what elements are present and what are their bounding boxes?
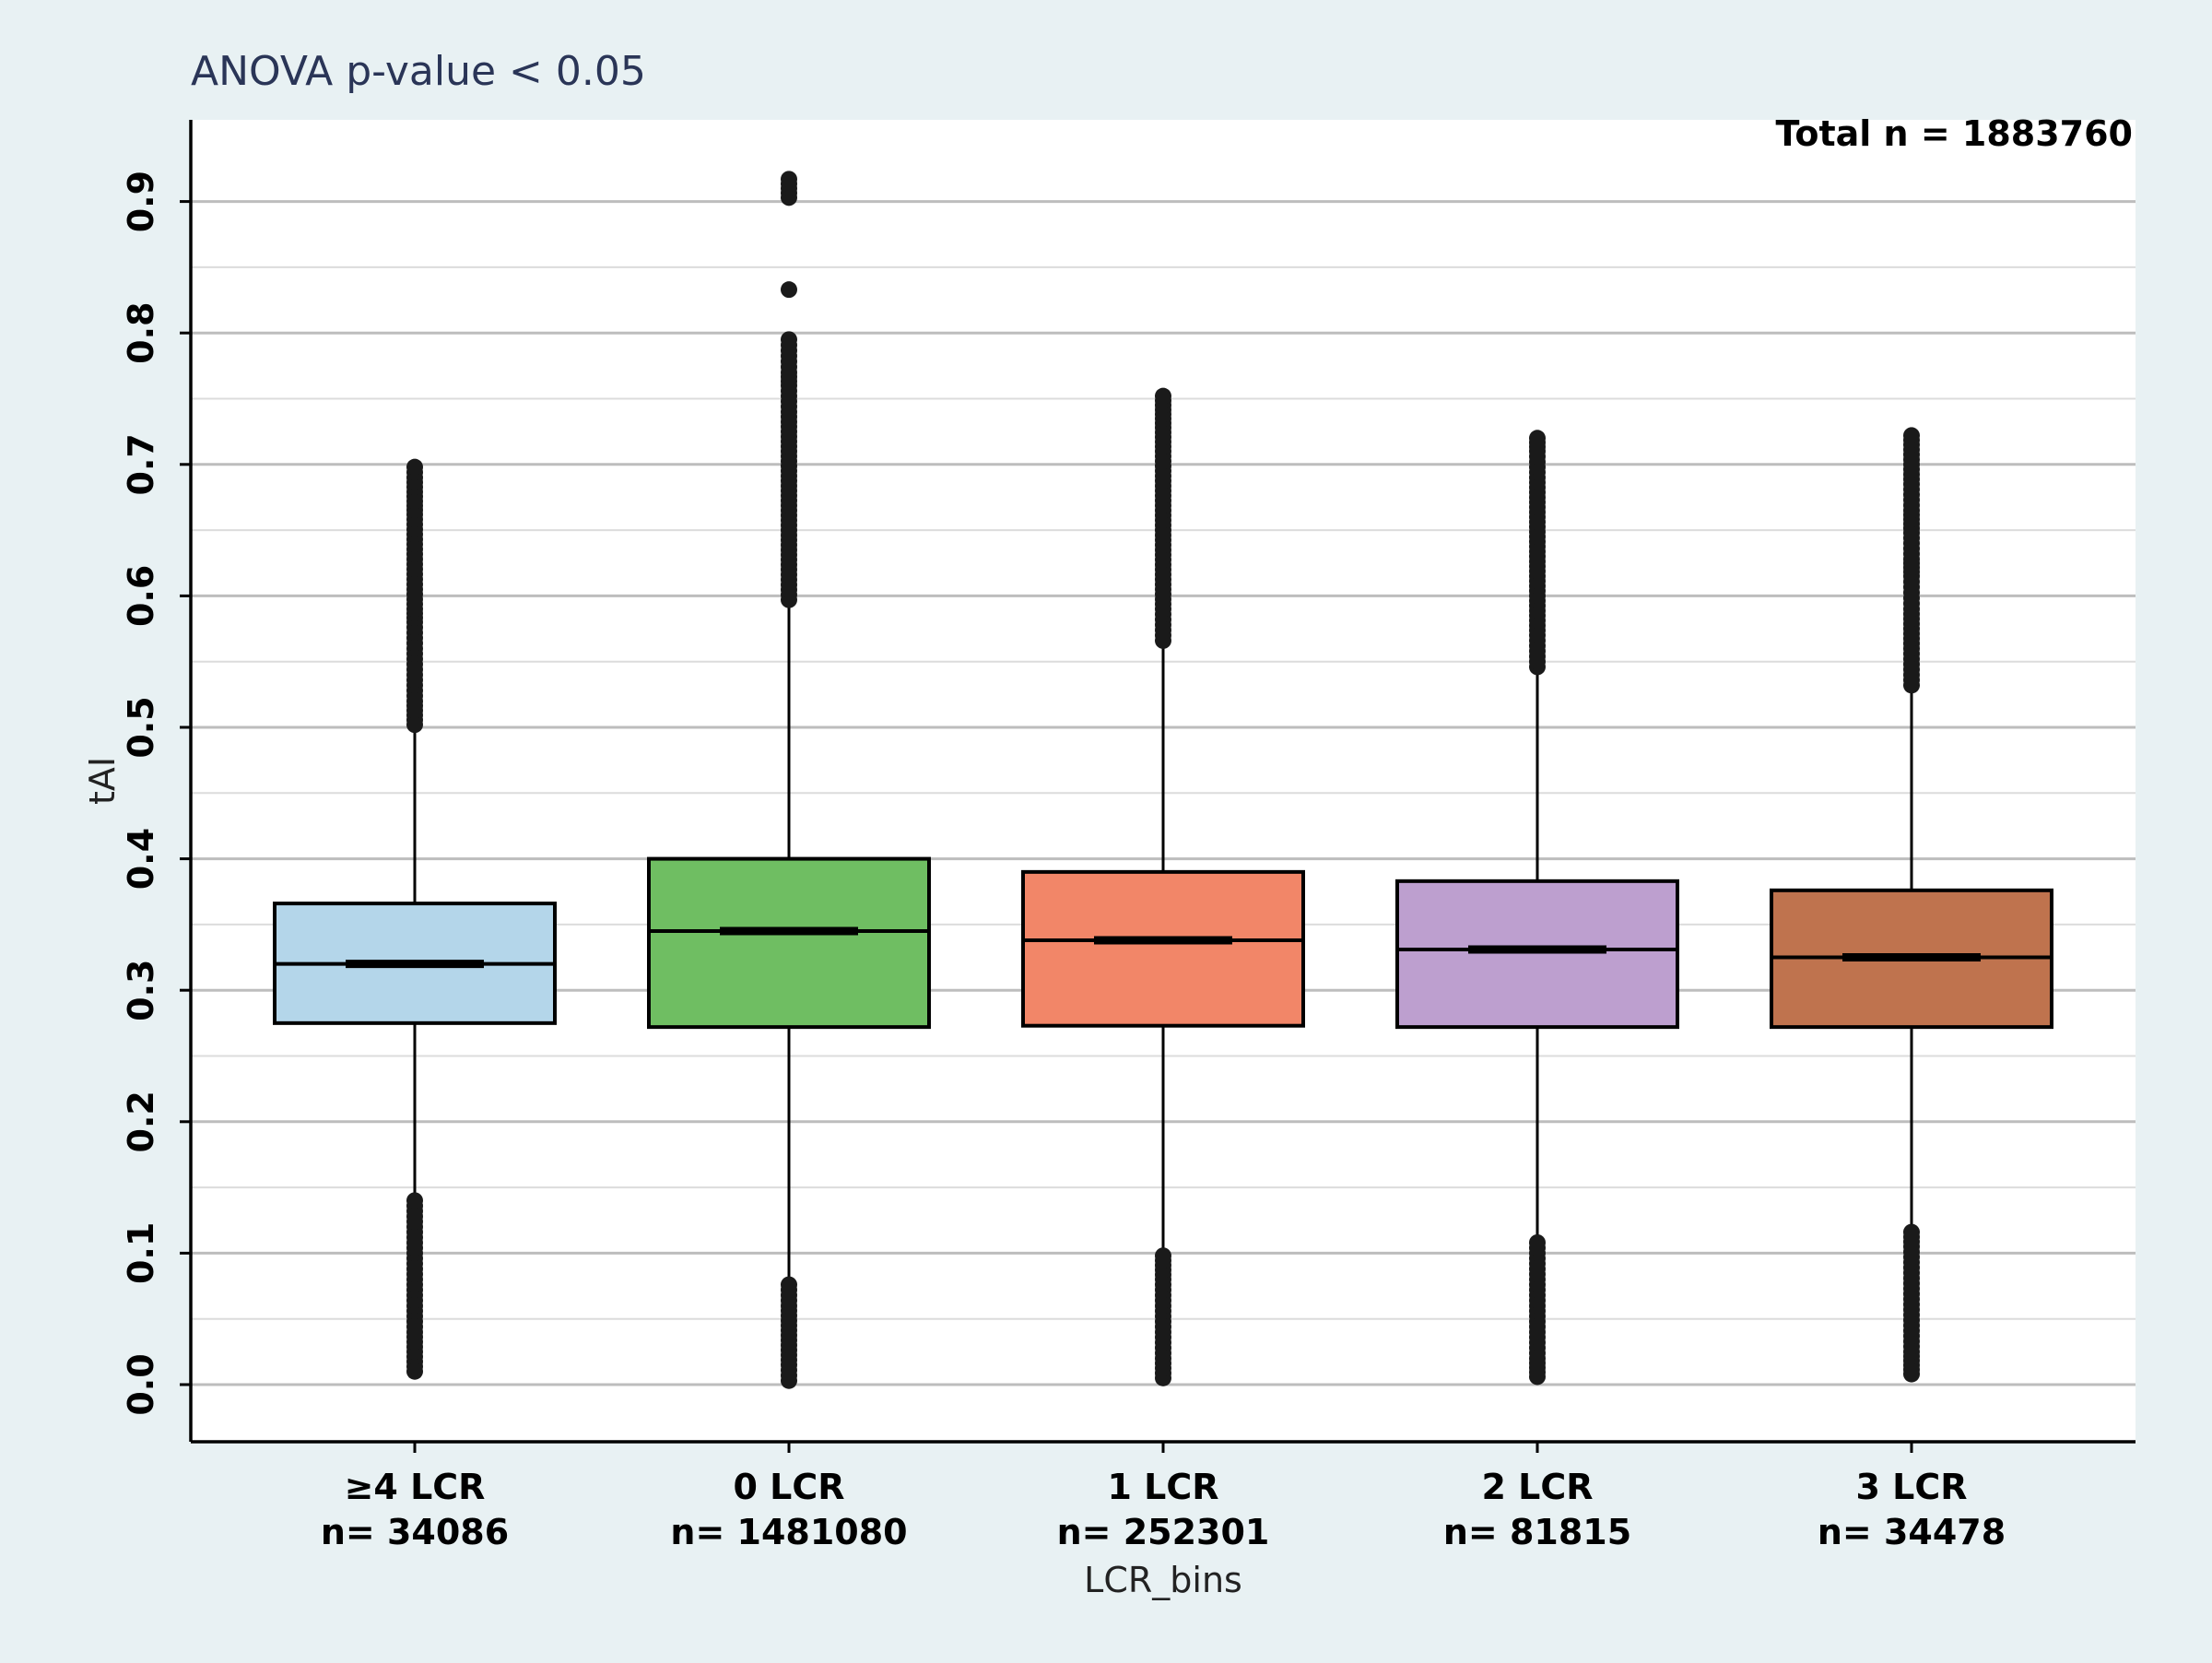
outlier-point [1903,1223,1920,1241]
x-tick-label: 1 LCR [1107,1467,1218,1507]
x-axis-label: LCR_bins [1084,1560,1242,1600]
outlier-point [781,331,797,348]
x-tick-label: 3 LCR [1855,1467,1967,1507]
boxes [273,171,2053,1389]
box-group [273,458,557,1380]
x-tick-n-label: n= 34086 [321,1512,509,1552]
y-tick-label: 0.6 [121,565,161,627]
x-tick-n-label: n= 252301 [1057,1512,1270,1552]
outlier-point [1155,387,1171,405]
outlier-point [406,458,423,476]
x-tick-label: 0 LCR [733,1467,844,1507]
box-group [1021,387,1305,1386]
x-tick-n-label: n= 1481080 [670,1512,907,1552]
outlier-point [1155,1247,1171,1265]
box-iqr [1395,879,1679,1030]
outlier-point [781,281,797,299]
x-tick-label: 2 LCR [1481,1467,1593,1507]
y-tick-label: 0.1 [121,1222,161,1284]
box-iqr [1021,869,1305,1028]
outlier-point [1903,427,1920,444]
total-n-annotation: Total n = 1883760 [1776,113,2133,154]
box-group [1770,427,2053,1383]
x-tick-n-label: n= 81815 [1443,1512,1631,1552]
y-tick-label: 0.9 [121,171,161,232]
box-iqr [647,856,931,1030]
x-tick-label: ≥4 LCR [345,1467,486,1507]
axes [180,120,2136,1453]
y-tick-label: 0.7 [121,433,161,495]
outlier-point [781,171,797,188]
box-group [1395,430,1679,1386]
outlier-point [406,1192,423,1209]
y-tick-label: 0.3 [121,960,161,1021]
labels: ANOVA p-value < 0.05 Total n = 1883760 L… [82,48,2133,1600]
y-tick-label: 0.5 [121,696,161,758]
y-tick-label: 0.2 [121,1091,161,1152]
x-tick-n-label: n= 34478 [1818,1512,2006,1552]
y-tick-label: 0.4 [121,828,161,890]
box-group [647,171,931,1389]
chart-title: ANOVA p-value < 0.05 [191,48,646,95]
outlier-point [1529,430,1546,447]
y-tick-label: 0.8 [121,302,161,364]
outlier-point [781,1276,797,1293]
y-axis-label: tAI [82,757,123,805]
y-tick-label: 0.0 [121,1353,161,1415]
outlier-point [1529,1233,1546,1251]
